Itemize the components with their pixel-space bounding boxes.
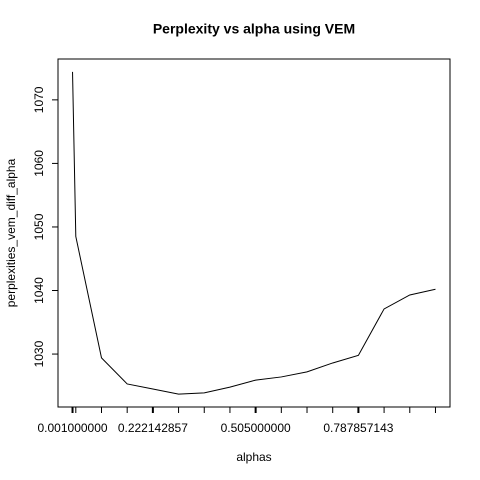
x-tick-label: 0.505000000 [221, 421, 291, 435]
plot-frame [57, 58, 451, 408]
chart-title: Perplexity vs alpha using VEM [153, 21, 355, 37]
x-axis-label: alphas [236, 450, 271, 464]
y-tick-label: 1050 [32, 213, 46, 240]
y-tick-label: 1070 [32, 86, 46, 113]
x-tick-label: 0.222142857 [118, 421, 188, 435]
y-tick-label: 1040 [32, 277, 46, 304]
x-tick-label: 0.787857143 [323, 421, 393, 435]
y-axis-label: perplexities_vem_diff_alpha [4, 158, 18, 307]
data-line [72, 71, 436, 395]
y-tick-label: 1030 [32, 340, 46, 367]
x-tick-label: 0.001000000 [37, 421, 107, 435]
y-tick-label: 1060 [32, 150, 46, 177]
